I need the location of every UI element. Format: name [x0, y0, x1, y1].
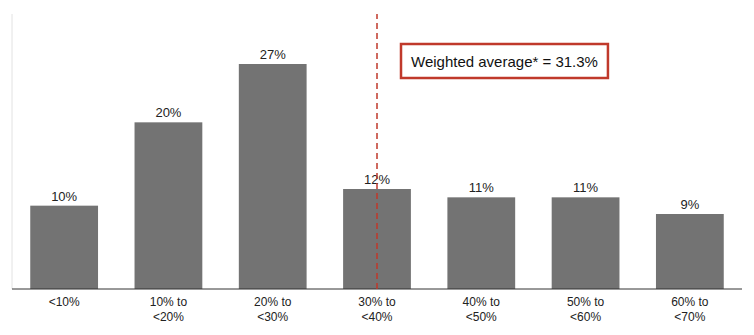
chart: 10%20%27%12%11%11%9%<10%10% to<20%20% to…: [0, 0, 754, 335]
x-tick-label-line: <10%: [49, 295, 80, 309]
x-tick-label-line: 20% to: [254, 295, 292, 309]
annotation-text: Weighted average* = 31.3%: [411, 53, 598, 70]
bar: [552, 197, 620, 289]
x-tick-label: 10% to<20%: [150, 295, 188, 324]
x-tick-label-line: 10% to: [150, 295, 188, 309]
x-tick-label-line: <60%: [570, 310, 601, 324]
x-tick-label-line: <50%: [466, 310, 497, 324]
x-tick-label: 40% to<50%: [463, 295, 501, 324]
bar: [447, 197, 515, 289]
x-tick-label-line: 30% to: [358, 295, 396, 309]
bar: [135, 122, 203, 289]
x-tick-label: <10%: [49, 295, 80, 309]
y-range-line: [12, 14, 13, 289]
x-tick-label-line: <30%: [257, 310, 288, 324]
reference-line: [376, 14, 378, 289]
bar: [30, 206, 98, 289]
x-tick-label: 20% to<30%: [254, 295, 292, 324]
data-label: 11%: [469, 180, 494, 195]
data-label: 11%: [573, 180, 598, 195]
annotation: Weighted average* = 31.3%: [401, 44, 608, 78]
data-label: 10%: [51, 189, 77, 204]
x-tick-label: 60% to<70%: [671, 295, 709, 324]
bar: [239, 64, 307, 289]
x-tick-label-line: 50% to: [567, 295, 605, 309]
x-tick-label-line: <20%: [153, 310, 184, 324]
x-tick-label-line: 40% to: [463, 295, 501, 309]
x-tick-label: 30% to<40%: [358, 295, 396, 324]
x-tick-label-line: <40%: [361, 310, 392, 324]
x-tick-label-line: <70%: [674, 310, 705, 324]
data-label: 20%: [155, 105, 181, 120]
x-tick-label: 50% to<60%: [567, 295, 605, 324]
data-label: 27%: [260, 47, 286, 62]
bar: [656, 214, 724, 289]
data-label: 9%: [680, 197, 699, 212]
x-tick-label-line: 60% to: [671, 295, 709, 309]
annotation-box: [401, 44, 608, 78]
chart-container: 10%20%27%12%11%11%9%<10%10% to<20%20% to…: [0, 0, 754, 335]
